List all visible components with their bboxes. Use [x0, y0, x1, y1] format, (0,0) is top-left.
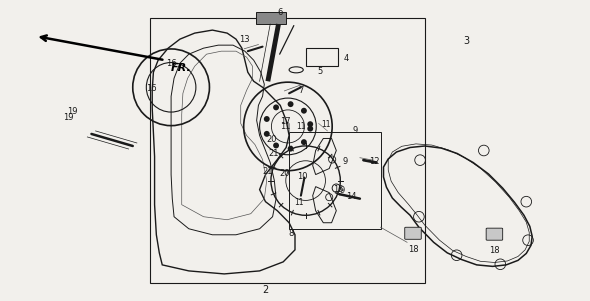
- Ellipse shape: [301, 139, 307, 145]
- Text: 15: 15: [333, 185, 343, 194]
- Text: 11: 11: [296, 122, 306, 131]
- Text: 17: 17: [280, 117, 290, 126]
- Text: 6: 6: [278, 8, 283, 17]
- Ellipse shape: [264, 131, 270, 137]
- Ellipse shape: [301, 108, 307, 114]
- Text: 19: 19: [67, 107, 77, 116]
- Ellipse shape: [264, 116, 270, 122]
- Bar: [289, 132, 381, 229]
- Text: 14: 14: [346, 192, 356, 201]
- Text: 8: 8: [288, 229, 294, 238]
- FancyBboxPatch shape: [405, 227, 421, 239]
- Ellipse shape: [273, 142, 279, 148]
- Text: 20: 20: [267, 135, 277, 144]
- Text: 2: 2: [263, 285, 268, 296]
- Ellipse shape: [307, 121, 313, 127]
- Text: 5: 5: [317, 67, 323, 76]
- Text: 18: 18: [489, 246, 500, 255]
- FancyBboxPatch shape: [486, 228, 503, 240]
- Text: 13: 13: [240, 35, 250, 44]
- Text: 21: 21: [268, 149, 279, 158]
- Text: 9: 9: [343, 157, 348, 166]
- Text: 19: 19: [63, 113, 73, 123]
- Text: 18: 18: [408, 245, 418, 254]
- Text: 10: 10: [297, 172, 307, 181]
- Bar: [150, 18, 425, 283]
- Text: 16: 16: [166, 59, 176, 68]
- Text: 11: 11: [294, 198, 303, 207]
- Text: FR.: FR.: [171, 63, 192, 73]
- Ellipse shape: [288, 146, 294, 152]
- Text: 12: 12: [369, 157, 379, 166]
- Ellipse shape: [273, 104, 279, 110]
- Text: 3: 3: [463, 36, 469, 46]
- Text: 11: 11: [280, 122, 291, 131]
- Text: 4: 4: [344, 54, 349, 63]
- Ellipse shape: [307, 126, 313, 132]
- Bar: [256, 12, 286, 24]
- Text: 21: 21: [262, 167, 273, 176]
- Ellipse shape: [288, 101, 294, 107]
- Bar: [306, 48, 338, 66]
- Text: 11: 11: [321, 120, 330, 129]
- Text: 16: 16: [146, 84, 156, 93]
- Text: 20: 20: [280, 169, 290, 178]
- Text: 7: 7: [298, 86, 303, 95]
- Text: 9: 9: [352, 126, 358, 135]
- Text: 9: 9: [339, 186, 345, 195]
